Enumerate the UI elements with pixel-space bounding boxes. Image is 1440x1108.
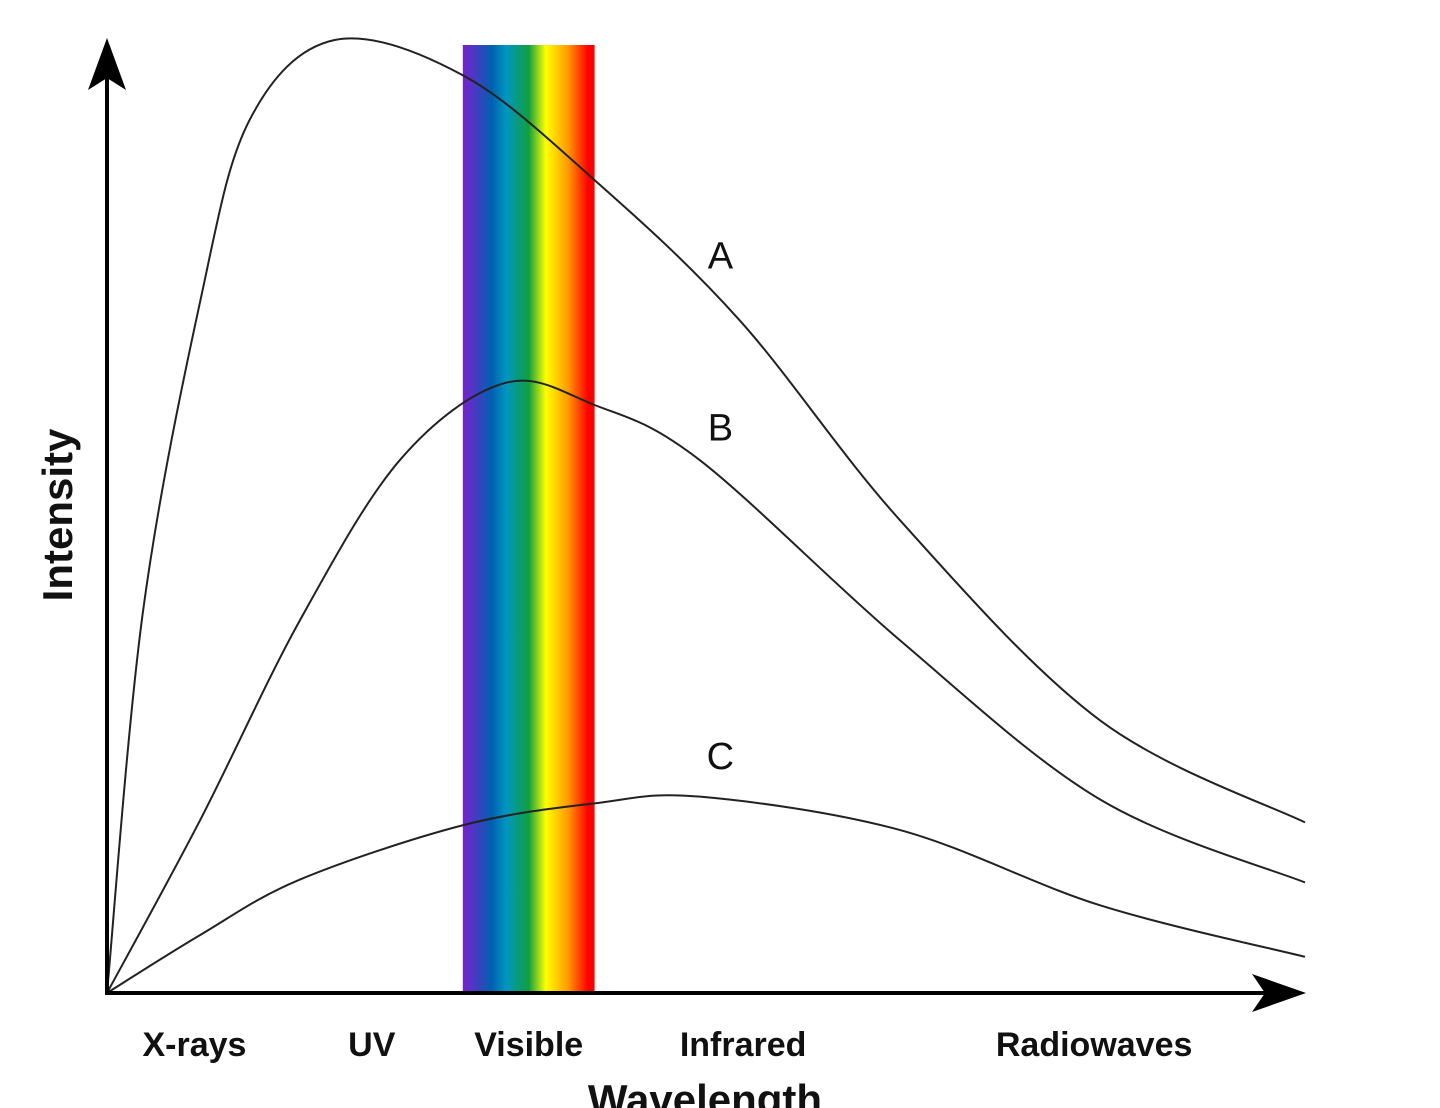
curve-a <box>106 37 1306 994</box>
x-tick-label: UV <box>348 1026 396 1064</box>
x-axis-title: Wavelength <box>588 1076 822 1108</box>
curve-b <box>106 379 1306 994</box>
x-tick-label: Infrared <box>680 1026 807 1064</box>
y-axis-arrow-icon <box>88 38 126 90</box>
x-tick-label: Visible <box>474 1026 583 1064</box>
x-axis-arrow-icon <box>1252 974 1306 1012</box>
curve-label-c: C <box>707 736 734 778</box>
y-axis-title: Intensity <box>34 428 81 601</box>
x-tick-label: X-rays <box>142 1026 246 1064</box>
x-tick-label: Radiowaves <box>996 1026 1193 1064</box>
curve-label-a: A <box>708 236 734 278</box>
curve-c <box>106 794 1306 994</box>
curve-label-b: B <box>708 407 733 449</box>
visible-spectrum-band <box>462 45 595 993</box>
